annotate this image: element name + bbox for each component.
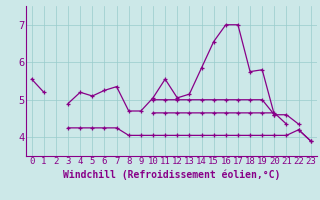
X-axis label: Windchill (Refroidissement éolien,°C): Windchill (Refroidissement éolien,°C) xyxy=(62,169,280,180)
